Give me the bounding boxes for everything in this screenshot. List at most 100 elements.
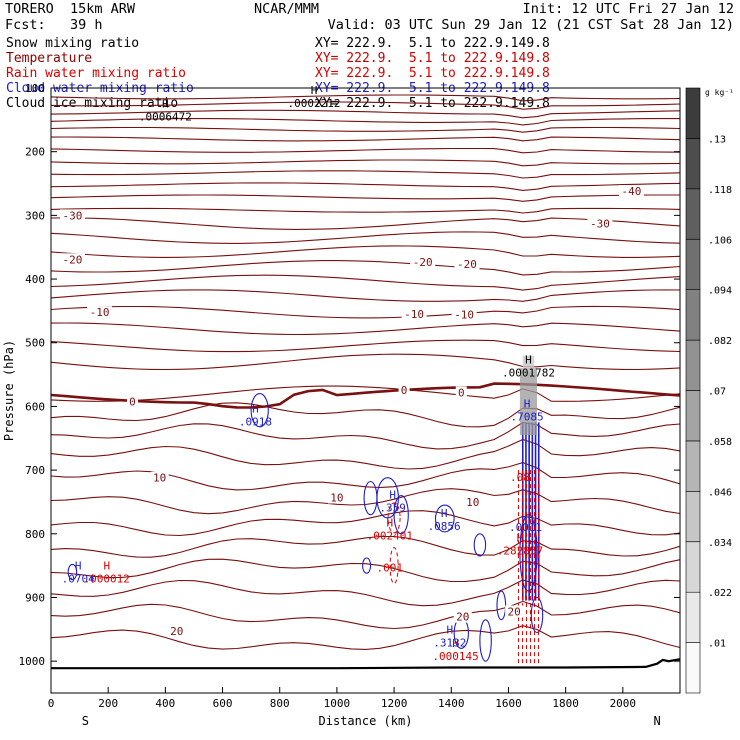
y-tick-label: 500 — [25, 337, 45, 350]
colorbar-tick-label: .106 — [708, 235, 732, 246]
cloud-water-contour — [67, 563, 78, 581]
cloud-water-contour — [250, 393, 269, 428]
isotherm-line — [50, 421, 681, 450]
colorbar-swatch — [685, 239, 701, 291]
isotherm-label-bg — [398, 383, 410, 396]
isotherm-line — [50, 625, 681, 650]
x-tick-label: 1800 — [552, 697, 579, 710]
legend-name-rain: Rain water mixing ratio — [6, 66, 187, 81]
isotherm-line — [50, 322, 681, 336]
isotherm-line — [50, 207, 681, 214]
cloud-water-contour — [434, 504, 455, 533]
isotherm-label: 10 — [330, 491, 343, 504]
contour-value-label: .0011 — [509, 521, 542, 534]
isotherm-line — [50, 438, 681, 470]
surface-line — [51, 658, 681, 670]
isotherm-label: 10 — [466, 496, 479, 509]
north-end-label: N — [654, 714, 661, 728]
isotherm-line — [50, 488, 681, 515]
legend-name-cloud-ice: Cloud ice mixing ratio — [6, 96, 179, 111]
isotherm-label-bg — [87, 306, 113, 319]
isotherm-line — [50, 136, 681, 142]
isotherm-label: 20 — [508, 605, 521, 618]
isotherm-label-bg — [410, 255, 436, 268]
isotherm-label: 20 — [456, 611, 469, 624]
isotherm-line — [50, 289, 681, 302]
isotherm-line — [50, 126, 681, 133]
x-tick-label: 1200 — [381, 697, 408, 710]
extremum-value: .0918 — [239, 415, 272, 428]
legend-xy-rain: XY= 222.9. 5.1 to 222.9.149.8 — [315, 66, 550, 81]
colorbar-tick-label: .118 — [708, 185, 732, 196]
center-label: NCAR/MMM — [254, 1, 320, 17]
extremum-value: .0002212 — [288, 97, 341, 110]
colorbar-tick-label: .094 — [708, 286, 732, 297]
isotherm-line — [50, 260, 681, 276]
isotherm-label-bg — [455, 386, 467, 399]
cloud-water-contour — [362, 557, 372, 574]
isotherm-label-bg — [59, 253, 85, 266]
isotherm-line — [50, 231, 681, 244]
rain-contour — [387, 502, 401, 534]
cloud-water-contour — [530, 596, 544, 634]
x-tick-label: 400 — [155, 697, 175, 710]
cloud-water-contour — [479, 619, 492, 662]
colorbar-tick-label: .022 — [708, 588, 732, 599]
plot-labels: -40 -30 -30 -20 -20 -20 -10 -10 -10 0 0 0 10 10 10 20 20… — [59, 84, 644, 663]
isotherm-label: -10 — [90, 306, 110, 319]
y-tick-label: 1000 — [19, 655, 46, 668]
colorbar-swatch — [685, 541, 701, 593]
cloud-water-contour — [473, 533, 487, 557]
colorbar-tick-label: .058 — [708, 437, 732, 448]
isotherm-line — [50, 339, 681, 353]
colorbar-unit: g kg⁻¹ — [705, 88, 734, 97]
extremum-marker: H — [447, 623, 454, 636]
isotherm-label-bg — [618, 185, 644, 198]
x-tick-label: 0 — [48, 697, 55, 710]
colorbar-tick-label: .046 — [708, 487, 732, 498]
x-tick-label: 600 — [213, 697, 233, 710]
cloud-water-contour — [363, 480, 378, 516]
isotherm-label: -30 — [63, 209, 83, 222]
zero-isotherm — [50, 382, 681, 409]
snow-shaded-column — [519, 368, 538, 436]
isotherm-line — [50, 385, 681, 402]
extremum-value: .0006472 — [139, 110, 192, 123]
isotherm-line — [50, 217, 681, 230]
colorbar-tick-label: .034 — [708, 538, 732, 549]
plot-axes: 0 200 400 600 800 1000 1200 1400 1600 1800 2000100… — [2, 82, 681, 728]
colorbar-tick-label: .07 — [708, 387, 726, 398]
isotherm-line — [50, 579, 681, 607]
isotherm-line — [50, 159, 681, 167]
isotherm-label-bg — [454, 257, 480, 270]
isotherm-label: -10 — [454, 309, 474, 322]
colorbar-swatch — [685, 490, 701, 542]
x-tick-label: 1400 — [438, 697, 465, 710]
colorbar-tick-label: .082 — [708, 336, 732, 347]
cloud-water-contours — [67, 393, 544, 662]
colorbar-swatch — [685, 440, 701, 492]
isotherm-label-bg — [453, 610, 472, 623]
isotherm-label-bg — [126, 395, 138, 408]
extremum-marker: H — [389, 488, 396, 501]
extremum-marker: H — [525, 353, 532, 366]
isotherm-line — [50, 170, 681, 179]
extremum-marker: H — [162, 97, 169, 110]
isotherm-line — [50, 353, 681, 371]
colorbar-tick-label: .13 — [708, 134, 726, 145]
y-tick-label: 400 — [25, 273, 45, 286]
x-tick-label: 1600 — [495, 697, 522, 710]
rain-contours — [387, 470, 539, 665]
cloud-water-contour — [496, 590, 507, 621]
isotherm-label: -40 — [621, 185, 641, 198]
cloud-water-contour — [393, 495, 409, 535]
extremum-marker: H — [103, 560, 110, 573]
extremum-value: .002401 — [367, 529, 413, 542]
isotherm-label: 0 — [129, 395, 136, 408]
y-tick-label: 800 — [25, 528, 45, 541]
extremum-value: .0856 — [428, 520, 461, 533]
legend-name-temperature: Temperature — [6, 51, 93, 66]
y-tick-label: 300 — [25, 209, 45, 222]
extremum-value: .0001782 — [502, 366, 555, 379]
isotherm-label: -20 — [413, 256, 433, 269]
